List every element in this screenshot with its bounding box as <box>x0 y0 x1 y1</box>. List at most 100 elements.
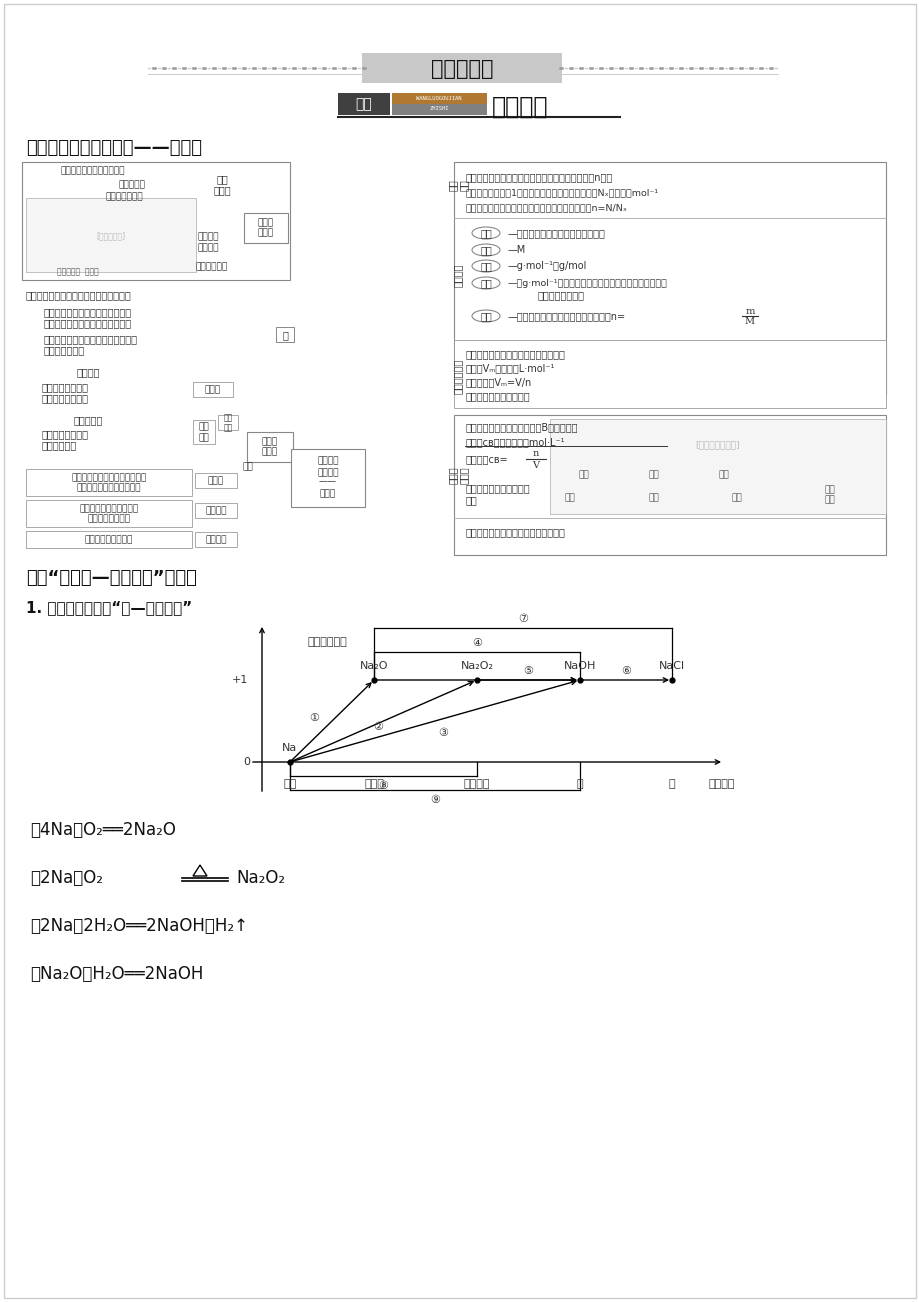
Text: 符号：Vₘ，单位：L·mol⁻¹: 符号：Vₘ，单位：L·mol⁻¹ <box>466 363 555 372</box>
Text: ZHISHI: ZHISHI <box>429 107 448 112</box>
FancyBboxPatch shape <box>391 104 486 115</box>
Text: 稀和食盐水  稀硫酸: 稀和食盐水 稀硫酸 <box>57 267 98 276</box>
Text: 钓和氯: 钓和氯 <box>320 490 335 499</box>
Text: V: V <box>532 461 539 470</box>
Text: 淡黄色固体: 淡黄色固体 <box>74 415 103 424</box>
FancyBboxPatch shape <box>453 340 885 408</box>
Text: n: n <box>532 449 539 458</box>
Text: 条件: 条件 <box>243 462 253 471</box>
Text: 氯离子的检验: 氯离子的检验 <box>196 263 228 272</box>
Text: 1. 钓及其化合物的“价—类二维图”: 1. 钓及其化合物的“价—类二维图” <box>26 600 192 616</box>
Text: 二氧
化碳: 二氧 化碳 <box>223 413 233 432</box>
Text: 与滴加了酚鷥的水反应，现象：浮、: 与滴加了酚鷥的水反应，现象：浮、 <box>44 335 138 344</box>
Text: —单位物质的量的物质所具有的质量: —单位物质的量的物质所具有的质量 <box>507 228 606 238</box>
Text: 钓元素化合价: 钓元素化合价 <box>308 637 347 647</box>
Text: 物质
的量: 物质 的量 <box>447 180 469 191</box>
Text: 表达式：cʙ=: 表达式：cʙ= <box>466 454 508 464</box>
Text: 关系: 关系 <box>480 311 492 322</box>
Text: WANGLUOGOUJIAN: WANGLUOGOUJIAN <box>415 95 461 100</box>
Text: ②: ② <box>372 723 382 732</box>
Text: 物质的量、阿伏加德罗常数与粒子数之间的关系：n=N/Nₓ: 物质的量、阿伏加德罗常数与粒子数之间的关系：n=N/Nₓ <box>466 203 628 212</box>
Text: 配制一定物质的量浓度溶液的误差分析: 配制一定物质的量浓度溶液的误差分析 <box>466 527 565 536</box>
Ellipse shape <box>471 277 499 289</box>
Text: [实验装置图]: [实验装置图] <box>96 232 125 241</box>
Text: 知识: 知识 <box>356 98 372 111</box>
Text: 銀白色金属，质软，燕点低、密度小于水: 銀白色金属，质软，燕点低、密度小于水 <box>26 290 131 299</box>
Text: ␂2Na＋O₂: ␂2Na＋O₂ <box>30 868 103 887</box>
Text: 重要元素: 重要元素 <box>317 469 338 478</box>
Text: 与金属、非金属单质的反应: 与金属、非金属单质的反应 <box>61 167 125 176</box>
Text: 二氧化碳反应: 二氧化碳反应 <box>42 440 77 450</box>
Text: +1: +1 <box>232 674 248 685</box>
Text: 溶液: 溶液 <box>466 495 477 505</box>
FancyBboxPatch shape <box>26 469 192 496</box>
Text: Na₂O₂: Na₂O₂ <box>236 868 285 887</box>
Text: 定容: 定容 <box>648 493 659 503</box>
Text: ⑧: ⑧ <box>378 781 388 792</box>
Text: ①: ① <box>309 713 319 723</box>
Text: —M: —M <box>507 245 526 255</box>
FancyBboxPatch shape <box>195 533 237 547</box>
Text: ⑤: ⑤ <box>522 667 532 676</box>
FancyBboxPatch shape <box>195 473 237 488</box>
FancyBboxPatch shape <box>550 419 885 514</box>
Ellipse shape <box>471 243 499 256</box>
FancyBboxPatch shape <box>453 161 885 395</box>
Text: 操作、常见金属焰色: 操作、常见金属焰色 <box>85 535 133 544</box>
Text: 摩尔质量: 摩尔质量 <box>452 263 462 286</box>
Text: 数値: 数値 <box>480 279 492 288</box>
Text: 过氧化物: 过氧化物 <box>463 779 490 789</box>
Text: 表示含有一定数目粒子的集合体的物理量，用符号n表示: 表示含有一定数目粒子的集合体的物理量，用符号n表示 <box>466 172 613 182</box>
FancyBboxPatch shape <box>26 531 192 548</box>
FancyBboxPatch shape <box>4 4 915 1298</box>
FancyBboxPatch shape <box>193 381 233 397</box>
FancyBboxPatch shape <box>22 161 289 280</box>
Text: 的性质: 的性质 <box>213 185 231 195</box>
Text: 摇匀: 摇匀 <box>731 493 742 503</box>
Text: 定义：单位物质的量的气体所占的体积: 定义：单位物质的量的气体所占的体积 <box>466 349 565 359</box>
Text: 单位: 单位 <box>480 260 492 271</box>
FancyBboxPatch shape <box>337 92 390 115</box>
Text: 阿伏加德罗常数：1摩尔任何粒子的粒子数，符号是Nₓ，单位是mol⁻¹: 阿伏加德罗常数：1摩尔任何粒子的粒子数，符号是Nₓ，单位是mol⁻¹ <box>466 189 658 198</box>
Text: 氯气: 氯气 <box>216 174 228 184</box>
Text: 称量: 称量 <box>578 470 589 479</box>
Text: 0: 0 <box>244 756 250 767</box>
Text: 碕性氧化物，与水: 碕性氧化物，与水 <box>42 381 89 392</box>
Text: ——: —— <box>319 478 336 487</box>
Text: 反应生成氢氧化钓: 反应生成氢氧化钓 <box>42 393 89 404</box>
Text: 成氧化钓，加热条件生成过氧化钓: 成氧化钓，加热条件生成过氧化钓 <box>44 318 132 328</box>
Text: 还原性很强，常温下与氧气反应生: 还原性很强，常温下与氧气反应生 <box>44 307 132 316</box>
Text: 钓及其
化合物: 钓及其 化合物 <box>262 437 278 457</box>
Text: ⑦: ⑦ <box>517 615 528 624</box>
Text: —g·mol⁻¹或g/mol: —g·mol⁻¹或g/mol <box>507 260 586 271</box>
Text: 网络构建: 网络构建 <box>492 95 548 118</box>
Text: M: M <box>744 316 754 326</box>
Text: 概念: 概念 <box>480 228 492 238</box>
FancyBboxPatch shape <box>218 415 238 430</box>
Text: 化钓: 化钓 <box>199 434 210 443</box>
Text: 与水的反应: 与水的反应 <box>119 181 145 190</box>
FancyBboxPatch shape <box>361 53 562 83</box>
FancyBboxPatch shape <box>195 503 237 518</box>
Ellipse shape <box>471 310 499 322</box>
Text: ␄Na₂O＋H₂O══2NaOH: ␄Na₂O＋H₂O══2NaOH <box>30 965 203 983</box>
Text: 验室制法: 验室制法 <box>197 243 219 253</box>
Text: 氯气的实: 氯气的实 <box>197 233 219 241</box>
Text: 白色固体: 白色固体 <box>76 367 99 378</box>
Text: 符号: 符号 <box>480 245 492 255</box>
Text: 白色粉末，俗名纯山，溶液中通
入二氧化碳，生成碳酸氢钓: 白色粉末，俗名纯山，溶液中通 入二氧化碳，生成碳酸氢钓 <box>72 474 146 492</box>
Text: 碳酸钓: 碳酸钓 <box>208 477 224 486</box>
Text: 标准
溶液: 标准 溶液 <box>823 486 834 505</box>
Text: 章末复习课: 章末复习课 <box>430 59 493 79</box>
Text: Na₂O: Na₂O <box>359 661 388 671</box>
Text: NaCl: NaCl <box>658 661 685 671</box>
FancyBboxPatch shape <box>246 432 292 462</box>
Text: 氯及其
化合物: 氯及其 化合物 <box>257 219 274 238</box>
Text: m: m <box>744 307 754 316</box>
Text: 二、“化合价—物质类别”二维图: 二、“化合价—物质类别”二维图 <box>26 569 197 587</box>
Text: 碗: 碗 <box>576 779 583 789</box>
Text: 配制一定物质的量浓度的: 配制一定物质的量浓度的 <box>466 483 530 493</box>
Text: [配制溶液实验图]: [配制溶液实验图] <box>695 440 740 449</box>
Text: 燕、游、响、红: 燕、游、响、红 <box>44 345 85 355</box>
Text: 表示单位体积溶液里所含溶质B的物质的量: 表示单位体积溶液里所含溶质B的物质的量 <box>466 422 578 432</box>
